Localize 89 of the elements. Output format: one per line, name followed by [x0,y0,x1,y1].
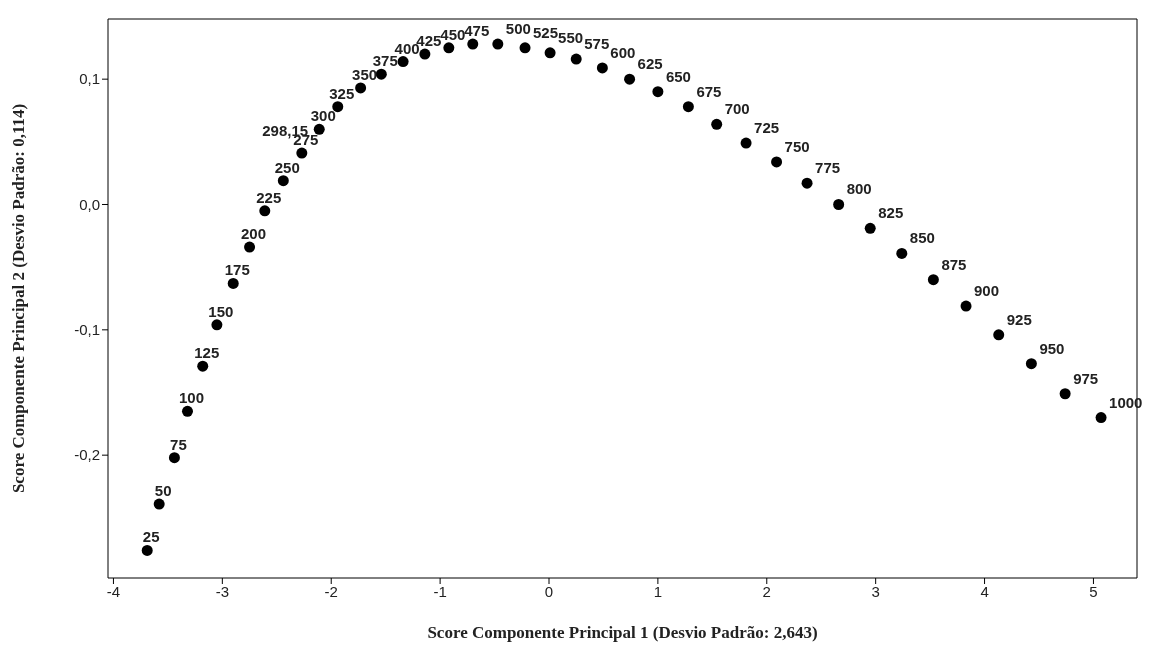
y-tick-label: -0,1 [74,321,100,339]
point [197,360,209,372]
annotation: 750 [784,137,810,155]
annotation: 950 [1039,339,1065,357]
annotation: 100 [178,389,204,407]
point [896,247,908,259]
point [927,274,939,286]
x-tick-label: 4 [980,582,989,600]
point [864,222,876,234]
annotation: 500 [505,20,531,38]
annotation: 675 [696,82,722,100]
x-tick-label: -1 [433,582,447,600]
point [467,38,479,50]
annotation: 525 [533,23,559,41]
annotation: 150 [208,302,234,320]
annotation: 875 [941,255,967,273]
point [227,277,239,289]
point [141,544,153,556]
point [443,42,455,54]
annotation: 925 [1006,310,1032,328]
point [570,53,582,65]
point [652,86,664,98]
point [332,101,344,113]
point [244,241,256,253]
y-tick-label: -0,2 [74,446,100,464]
point [833,199,845,210]
annotation: 75 [170,435,187,453]
point [296,147,308,159]
annotation: 50 [154,482,172,500]
point [1025,358,1037,370]
annotation: 550 [558,28,584,46]
annotation: 250 [274,158,300,176]
point [211,319,223,331]
point [168,452,180,464]
point [993,329,1005,341]
point [277,175,289,187]
point [1095,412,1107,424]
point [624,73,636,85]
annotation: 450 [440,25,466,43]
point [711,118,723,130]
point [682,101,694,113]
point [259,205,271,217]
annotation: 975 [1073,369,1099,387]
point [313,123,325,135]
annotation: 175 [224,261,250,279]
annotation: 700 [724,100,750,118]
annotation: 225 [256,188,282,206]
x-tick-label: 2 [762,582,771,600]
point [740,137,752,149]
x-axis-title: Score Componente Principal 1 (Desvio Padrão: 2,643) [427,623,818,642]
annotation: 850 [909,229,935,247]
x-tick-label: -3 [215,582,230,600]
x-tick-label: 1 [653,582,663,600]
annotation: 300 [310,107,336,125]
y-tick-label: 0,1 [79,70,100,88]
annotation: 650 [665,67,691,85]
point [544,47,556,59]
annotation: 475 [464,22,490,40]
annotation: 25 [142,528,160,546]
point [153,498,165,510]
annotation: 125 [194,344,220,362]
annotation: 600 [610,43,636,61]
x-tick-label: 5 [1089,582,1098,600]
x-tick-label: 0 [544,582,554,600]
point [771,156,783,168]
point [181,405,193,417]
point [519,42,531,54]
annotation: 900 [974,282,1000,300]
x-tick-label: -4 [106,582,121,600]
y-axis-title: Score Componente Principal 2 (Desvio Padrão: 0,114) [9,103,29,494]
annotation: 575 [584,35,610,53]
point [419,48,431,60]
point [1059,388,1071,400]
point [960,300,972,312]
y-tick-label: 0,0 [79,195,100,213]
x-tick-label: -2 [324,582,338,600]
point [355,82,367,94]
x-tick-label: 3 [871,582,880,600]
annotation: 725 [754,119,780,137]
point [801,177,813,189]
point [596,62,608,74]
annotation: 200 [241,225,267,243]
point [397,56,409,68]
annotation: 325 [329,84,355,102]
annotation: 825 [878,204,904,222]
annotation: 775 [815,159,841,177]
annotation: 800 [846,180,872,198]
annotation: 625 [637,55,663,73]
point [492,38,504,50]
